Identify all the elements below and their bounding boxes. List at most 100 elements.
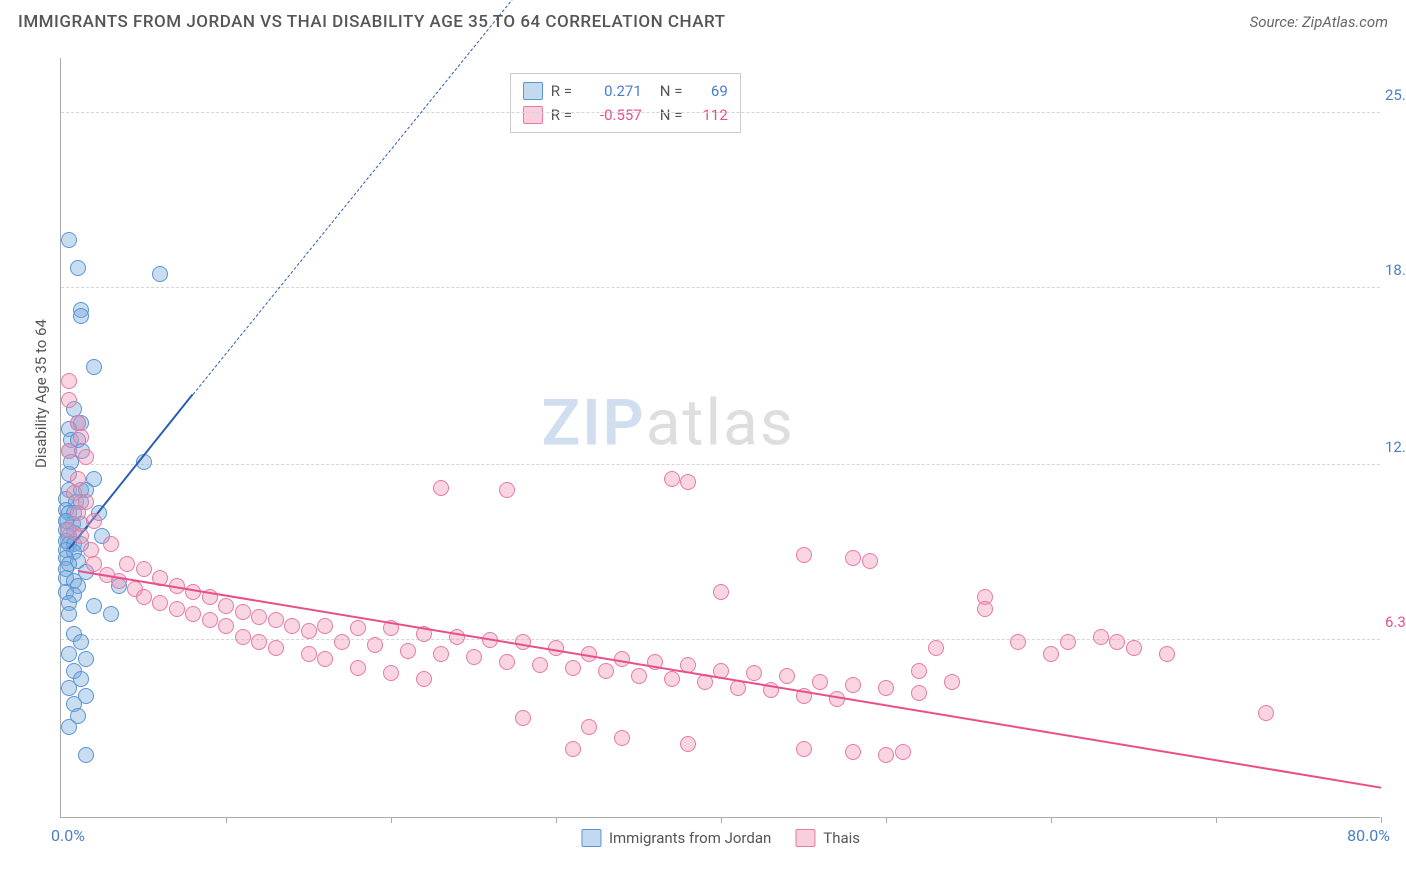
data-point xyxy=(61,392,77,408)
legend-item: Thais xyxy=(795,829,860,847)
watermark-atlas: atlas xyxy=(646,385,795,460)
x-tick xyxy=(1216,817,1217,823)
data-point xyxy=(1043,646,1059,662)
data-point xyxy=(977,601,993,617)
data-point xyxy=(86,598,102,614)
legend-n-value: 112 xyxy=(696,106,728,124)
chart-title: IMMIGRANTS FROM JORDAN VS THAI DISABILIT… xyxy=(18,12,726,32)
data-point xyxy=(944,674,960,690)
legend-swatch xyxy=(581,829,601,847)
data-point xyxy=(169,601,185,617)
data-point xyxy=(284,618,300,634)
data-point xyxy=(1060,634,1076,650)
bottom-legend: Immigrants from Jordan Thais xyxy=(581,829,860,847)
data-point xyxy=(61,606,77,622)
data-point xyxy=(61,719,77,735)
data-point xyxy=(103,536,119,552)
data-point xyxy=(73,429,89,445)
data-point xyxy=(61,232,77,248)
data-point xyxy=(400,643,416,659)
data-point xyxy=(61,373,77,389)
x-tick xyxy=(721,817,722,823)
data-point xyxy=(433,646,449,662)
data-point xyxy=(73,528,89,544)
data-point xyxy=(350,660,366,676)
data-point xyxy=(218,618,234,634)
y-tick-label: 6.3% xyxy=(1385,613,1406,631)
data-point xyxy=(812,674,828,690)
legend-r-label: R = xyxy=(551,82,579,100)
data-point xyxy=(895,744,911,760)
data-point xyxy=(1109,634,1125,650)
plot-area: ZIPatlas 0.0% 80.0% Immigrants from Jord… xyxy=(60,58,1380,818)
data-point xyxy=(796,547,812,563)
data-point xyxy=(911,663,927,679)
data-point xyxy=(862,553,878,569)
data-point xyxy=(152,266,168,282)
source-label: Source: ZipAtlas.com xyxy=(1250,13,1388,31)
gridline xyxy=(61,112,1380,113)
data-point xyxy=(614,730,630,746)
gridline xyxy=(61,464,1380,465)
data-point xyxy=(1126,640,1142,656)
data-point xyxy=(515,710,531,726)
data-point xyxy=(598,663,614,679)
data-point xyxy=(664,671,680,687)
data-point xyxy=(680,474,696,490)
x-tick xyxy=(391,817,392,823)
gridline xyxy=(61,287,1380,288)
data-point xyxy=(928,640,944,656)
y-axis-label: Disability Age 35 to 64 xyxy=(32,319,50,468)
data-point xyxy=(581,719,597,735)
data-point xyxy=(103,606,119,622)
data-point xyxy=(1010,634,1026,650)
legend-n-label: N = xyxy=(660,106,688,124)
data-point xyxy=(1159,646,1175,662)
legend-row: R = -0.557 N = 112 xyxy=(523,103,728,127)
data-point xyxy=(416,671,432,687)
legend-box: R =0.271N =69R =-0.557N =112 xyxy=(510,73,741,133)
x-axis-min-label: 0.0% xyxy=(51,826,85,845)
data-point xyxy=(268,612,284,628)
y-tick-label: 12.5% xyxy=(1385,438,1406,456)
data-point xyxy=(70,260,86,276)
data-point xyxy=(383,665,399,681)
data-point xyxy=(845,550,861,566)
data-point xyxy=(61,680,77,696)
data-point xyxy=(136,589,152,605)
data-point xyxy=(466,649,482,665)
data-point xyxy=(499,654,515,670)
data-point xyxy=(565,660,581,676)
data-point xyxy=(746,665,762,681)
legend-label: Immigrants from Jordan xyxy=(609,829,771,847)
data-point xyxy=(713,584,729,600)
legend-n-label: N = xyxy=(660,82,688,100)
data-point xyxy=(350,620,366,636)
data-point xyxy=(631,668,647,684)
data-point xyxy=(235,604,251,620)
data-point xyxy=(70,505,86,521)
data-point xyxy=(499,482,515,498)
data-point xyxy=(235,629,251,645)
data-point xyxy=(202,612,218,628)
data-point xyxy=(86,513,102,529)
data-point xyxy=(218,598,234,614)
data-point xyxy=(878,680,894,696)
data-point xyxy=(86,359,102,375)
legend-label: Thais xyxy=(823,829,860,847)
x-tick xyxy=(1381,817,1382,823)
x-axis-max-label: 80.0% xyxy=(1347,826,1390,845)
data-point xyxy=(78,449,94,465)
data-point xyxy=(119,556,135,572)
x-tick xyxy=(1051,817,1052,823)
trend-line xyxy=(193,0,524,395)
data-point xyxy=(301,623,317,639)
data-point xyxy=(251,634,267,650)
x-tick xyxy=(226,817,227,823)
legend-item: Immigrants from Jordan xyxy=(581,829,771,847)
legend-r-label: R = xyxy=(551,106,579,124)
legend-r-value: -0.557 xyxy=(587,106,642,124)
data-point xyxy=(61,443,77,459)
data-point xyxy=(664,471,680,487)
data-point xyxy=(268,640,284,656)
